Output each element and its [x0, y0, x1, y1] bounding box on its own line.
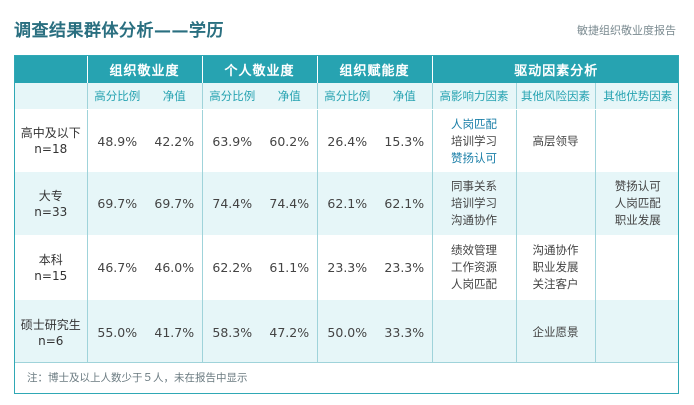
group-name: 本科 [38, 252, 63, 267]
high-score-ratio-cell: 62.1% [316, 172, 378, 235]
header-driver-analysis: 驱动因素分析 [432, 56, 678, 83]
header-org-enablement: 组织赋能度 [317, 56, 433, 83]
sub-header-high-score-ratio: 高分比例 [86, 83, 147, 110]
factor-item: 沟通协作 [451, 213, 498, 227]
net-value-cell: 15.3% [384, 133, 425, 149]
high-impact-factors-cell: 同事关系培训学习沟通协作 [431, 172, 517, 235]
net-value-cell: 74.4% [262, 172, 318, 235]
other-risk-factors-cell: 企业愿景 [515, 300, 596, 365]
high-score-ratio-cell: 63.9% [201, 109, 263, 172]
group-label-cell: 本科 n=15 [15, 235, 87, 300]
table-row: 高中及以下 n=18 48.9% 42.2% 63.9% 60.2% 26.4% 15.3% 人… [15, 109, 678, 173]
sub-header-row: 高分比例 净值 高分比例 净值 高分比例 净值 高影响力因素 其他风险因素 其他… [15, 83, 678, 110]
factor-item: 企业愿景 [532, 325, 579, 339]
other-risk-factors-cell [515, 172, 596, 235]
report-name: 敏捷组织敬业度报告 [577, 24, 676, 37]
factor-item: 高层领导 [532, 133, 579, 148]
high-score-ratio-cell: 55.0% [86, 300, 147, 365]
factor-item: 关注客户 [532, 277, 579, 291]
group-header-row: 组织敬业度 个人敬业度 组织赋能度 驱动因素分析 [15, 56, 678, 83]
page-title: 调查结果群体分析——学历 [14, 21, 224, 41]
sub-header-other-strength-factors: 其他优势因素 [594, 83, 678, 110]
net-value-cell: 62.1% [377, 172, 433, 235]
group-count: n=15 [34, 268, 68, 283]
header-personal-engagement: 个人敬业度 [202, 56, 318, 83]
header-blank [15, 56, 88, 83]
high-score-ratio-cell: 50.0% [316, 300, 378, 365]
factor-item: 沟通协作 [532, 243, 579, 257]
group-name: 大专 [38, 188, 63, 203]
group-count: n=6 [38, 333, 64, 348]
factor-item: 人岗匹配 [451, 277, 498, 291]
sub-header-blank [15, 83, 87, 110]
high-score-ratio-cell: 74.4% [201, 172, 263, 235]
high-impact-factors-cell: 绩效管理工作资源人岗匹配 [431, 235, 517, 300]
factor-item: 同事关系 [451, 179, 498, 193]
factor-item: 培训学习 [451, 196, 498, 210]
group-name: 硕士研究生 [20, 317, 81, 332]
net-value-cell: 61.1% [269, 260, 310, 275]
sub-header-other-risk-factors: 其他风险因素 [515, 83, 596, 110]
header-org-engagement: 组织敬业度 [87, 56, 203, 83]
sub-header-high-score-ratio: 高分比例 [201, 83, 263, 110]
factor-item: 职业发展 [532, 260, 579, 274]
group-label-cell: 大专 n=33 [15, 172, 87, 235]
high-impact-factors-cell [431, 300, 517, 365]
sub-header-net-value: 净值 [147, 83, 203, 110]
other-strength-factors-cell [594, 235, 678, 300]
other-risk-factors-cell: 沟通协作职业发展关注客户 [515, 235, 596, 300]
group-count: n=18 [34, 142, 68, 156]
high-score-ratio-cell: 58.3% [201, 300, 263, 365]
factor-item: 绩效管理 [451, 243, 498, 257]
group-label-cell: 高中及以下 n=18 [15, 110, 87, 173]
group-name: 高中及以下 [20, 126, 81, 140]
table-row: 本科 n=15 46.7% 46.0% 62.2% 61.1% 23.3% 23.3% 绩效管理… [15, 235, 678, 300]
education-group-table: 组织敬业度 个人敬业度 组织赋能度 驱动因素分析 高分比例 净值 高分比例 净值… [15, 56, 678, 365]
table-row: 硕士研究生 n=6 55.0% 41.7% 58.3% 47.2% 50.0% 33.3% 企业… [15, 300, 678, 365]
net-value-cell: 42.2% [154, 133, 195, 149]
other-strength-factors-cell [594, 109, 678, 172]
other-risk-factors-cell: 高层领导 [515, 109, 596, 172]
high-score-ratio-cell: 48.9% [86, 109, 147, 172]
factor-item: 培训学习 [451, 133, 498, 148]
net-value-cell: 33.3% [377, 300, 433, 365]
factor-item: 赞扬认可 [451, 150, 498, 165]
net-value-cell: 69.7% [147, 172, 203, 235]
net-value-cell: 41.7% [147, 300, 203, 365]
other-strength-factors-cell [594, 300, 678, 365]
group-label-cell: 硕士研究生 n=6 [15, 300, 87, 365]
factor-item: 工作资源 [451, 260, 498, 274]
high-score-ratio-cell: 26.4% [316, 109, 378, 172]
sub-header-high-score-ratio: 高分比例 [316, 83, 378, 110]
factor-item: 赞扬认可 [614, 179, 661, 193]
sub-header-high-impact-factors: 高影响力因素 [431, 83, 517, 110]
net-value-cell: 23.3% [384, 260, 425, 275]
net-value-cell: 46.0% [154, 260, 195, 275]
high-score-ratio-cell: 23.3% [316, 235, 378, 300]
factor-item: 人岗匹配 [614, 196, 661, 210]
table-row: 大专 n=33 69.7% 69.7% 74.4% 74.4% 62.1% 62.1% 同事关系… [15, 172, 678, 235]
net-value-cell: 60.2% [269, 133, 310, 149]
analysis-table-panel: 组织敬业度 个人敬业度 组织赋能度 驱动因素分析 高分比例 净值 高分比例 净值… [14, 55, 679, 394]
high-score-ratio-cell: 69.7% [86, 172, 147, 235]
high-impact-factors-cell: 人岗匹配培训学习赞扬认可 [431, 109, 517, 172]
factor-item: 职业发展 [614, 213, 661, 227]
sub-header-net-value: 净值 [262, 83, 318, 110]
group-count: n=33 [34, 204, 68, 219]
high-score-ratio-cell: 46.7% [86, 235, 147, 300]
other-strength-factors-cell: 赞扬认可人岗匹配职业发展 [594, 172, 678, 235]
footnote: 注：博士及以上人数少于５人，未在报告中显示 [15, 362, 678, 393]
sub-header-net-value: 净值 [377, 83, 433, 110]
high-score-ratio-cell: 62.2% [201, 235, 263, 300]
factor-item: 人岗匹配 [451, 116, 498, 131]
net-value-cell: 47.2% [262, 300, 318, 365]
